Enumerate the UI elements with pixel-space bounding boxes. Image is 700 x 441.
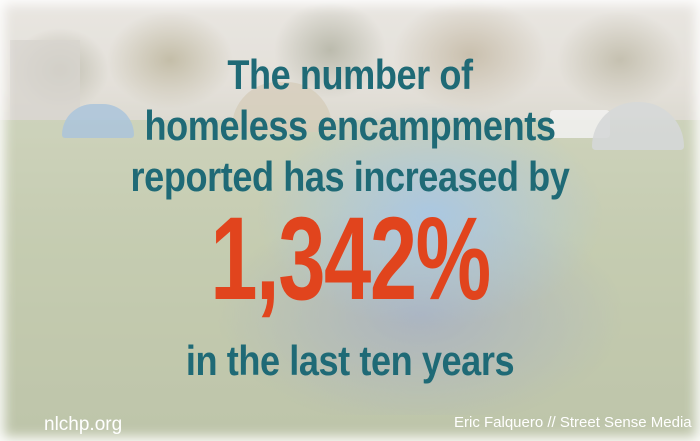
headline-line-4: in the last ten years bbox=[185, 337, 515, 384]
tent-main bbox=[160, 95, 680, 415]
tent-left bbox=[62, 104, 134, 138]
headline-line-3: reported has increased by bbox=[130, 153, 570, 200]
statistic-value: 1,342% bbox=[210, 193, 491, 325]
source-label: nlchp.org bbox=[44, 414, 123, 435]
building bbox=[10, 40, 80, 120]
headline-line-2: homeless encampments bbox=[144, 102, 556, 149]
headline-line-1: The number of bbox=[227, 51, 473, 98]
photo-credit: Eric Falquero // Street Sense Media bbox=[454, 414, 692, 431]
